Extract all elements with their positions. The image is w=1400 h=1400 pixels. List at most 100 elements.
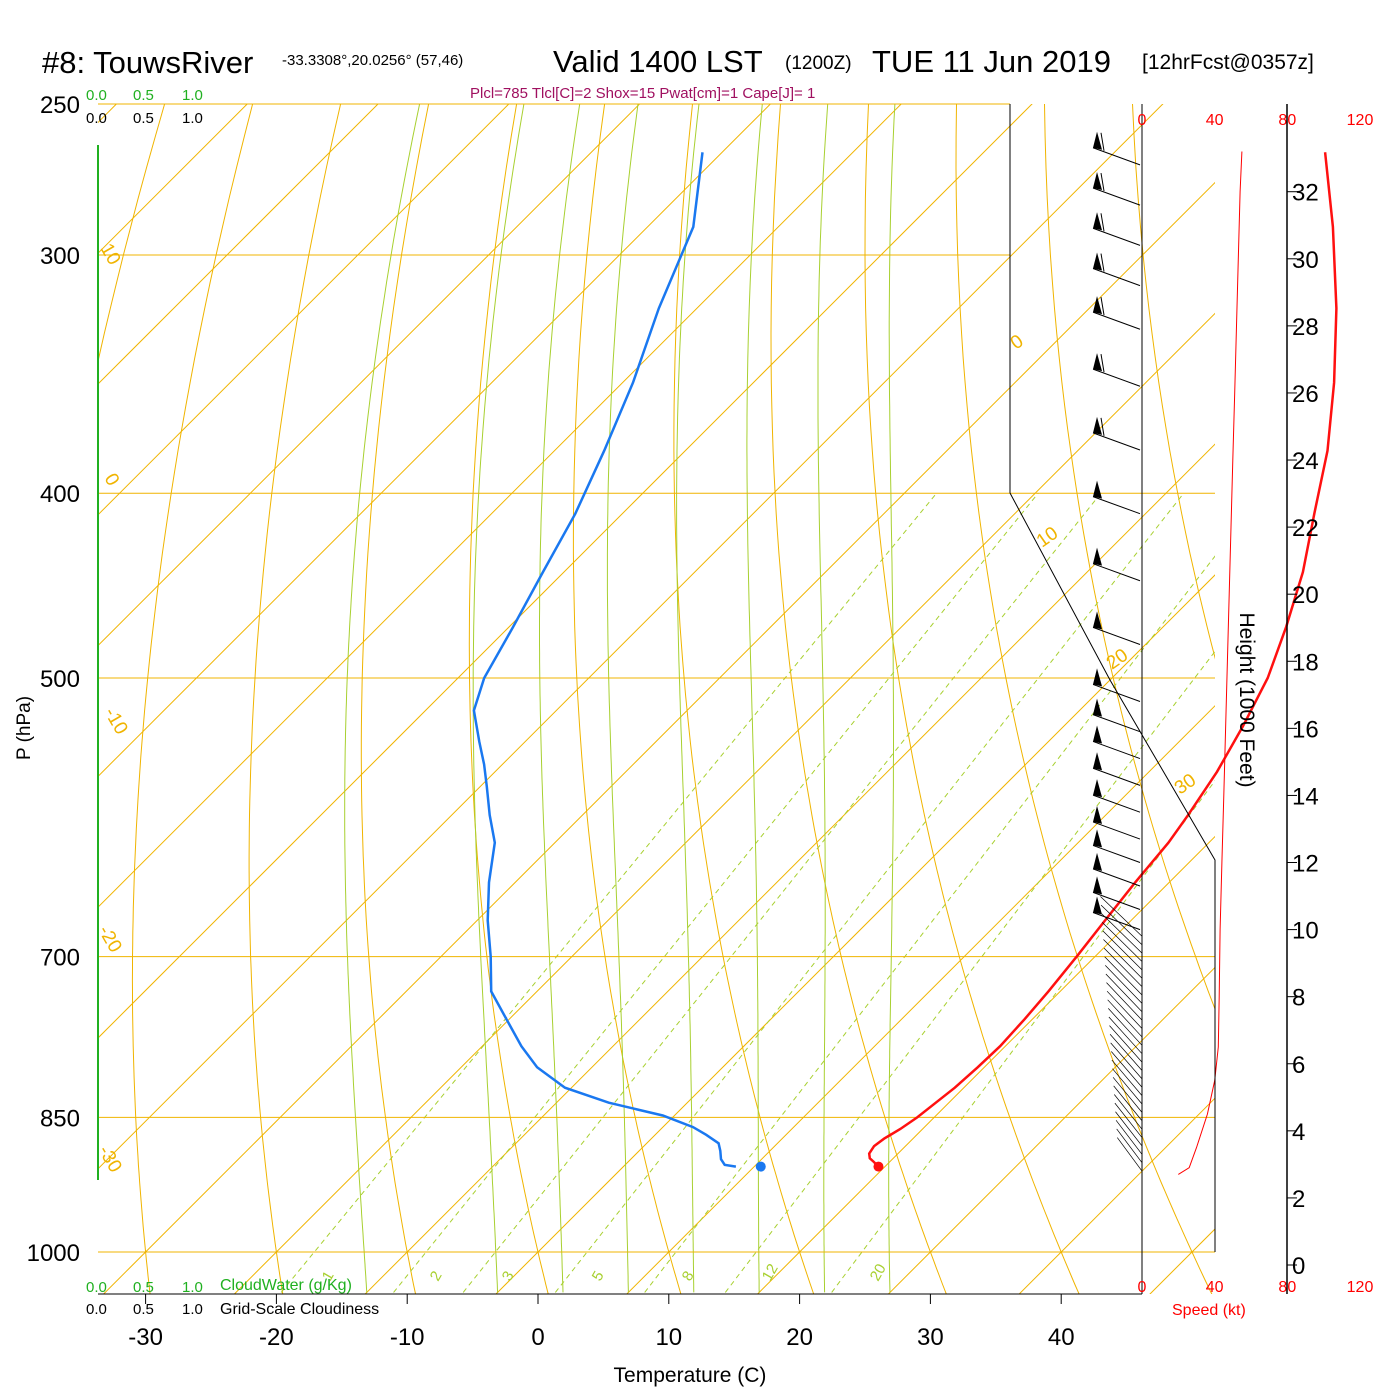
height-tick-label: 14 <box>1292 783 1319 810</box>
cloud-top-black-0: 0.0 <box>86 110 107 127</box>
wind-barb-staff <box>1092 563 1141 582</box>
wind-barb-staff <box>1109 1025 1143 1063</box>
wind-barb-staff <box>1109 1034 1143 1071</box>
zulu-time: (1200Z) <box>785 53 852 74</box>
isotherm <box>98 104 379 385</box>
wind-barb-flag <box>1093 480 1103 499</box>
surface-temperature-dot <box>873 1161 884 1172</box>
wind-barb-staff <box>1116 1137 1143 1172</box>
wind-barb-staff <box>1115 1120 1143 1155</box>
temperature-tick-label: 0 <box>531 1324 544 1351</box>
height-tick-label: 30 <box>1292 247 1319 274</box>
wind-barb-staff <box>1092 868 1141 887</box>
pressure-tick-label: 850 <box>40 1105 80 1132</box>
wind-barb <box>1092 416 1141 451</box>
adiabat-label: 20 <box>1103 645 1132 674</box>
wind-barb-staff <box>1115 1111 1143 1147</box>
background-grid <box>98 70 1400 1331</box>
cloud-top-green-1: 0.5 <box>133 87 154 104</box>
wind-barb <box>1092 353 1141 387</box>
height-tick-label: 26 <box>1292 381 1319 408</box>
wind-barb-staff <box>1113 1085 1143 1121</box>
wind-barb <box>1092 252 1141 287</box>
cloud-scale-top: 0.0 0.5 1.0 0.0 0.5 1.0 <box>86 87 203 127</box>
mixing-ratio-line <box>554 492 1185 1293</box>
wind-speed-tick-top: 0 <box>1138 112 1147 129</box>
wind-barb <box>1092 779 1141 813</box>
wind-barb-staff <box>1101 913 1143 954</box>
wind-barb-flag <box>1093 725 1103 744</box>
isotherm <box>887 966 1215 1294</box>
wind-barb-flag <box>1093 698 1103 717</box>
moist-adiabat <box>606 104 639 1293</box>
wind-barb-staff <box>1106 982 1143 1021</box>
temperature-tick-label: 30 <box>917 1324 944 1351</box>
moist-adiabat <box>746 104 763 1293</box>
height-tick-label: 10 <box>1292 918 1319 945</box>
wind-barb <box>1092 547 1141 582</box>
moist-adiabat <box>817 104 829 1293</box>
wind-barb-staff <box>1092 227 1141 246</box>
height-tick-label: 24 <box>1292 448 1319 475</box>
height-tick-label: 28 <box>1292 314 1319 341</box>
dry-adiabat <box>955 104 1213 1294</box>
mixing-ratio-line <box>644 555 1215 1293</box>
wind-barb-flag <box>1093 668 1103 687</box>
isotherm <box>364 443 1215 1294</box>
dry-adiabat <box>98 104 166 364</box>
wind-barb-feather <box>1100 354 1105 373</box>
wind-barb-staff <box>1102 922 1143 962</box>
wind-barb-feather <box>1100 132 1105 151</box>
dry-adiabat <box>360 104 430 1294</box>
wind-barb-staff <box>1116 1128 1143 1163</box>
dry-adiabat <box>248 104 342 1294</box>
wind-barb-staff <box>1114 1102 1143 1138</box>
station-coords: -33.3308°,20.0256° (57,46) <box>282 52 463 69</box>
temperature-tick-label: -10 <box>390 1324 425 1351</box>
isotherm <box>102 181 1215 1294</box>
wind-barb-feather <box>1100 417 1105 436</box>
dry-adiabat <box>1043 104 1215 1011</box>
wind-barb <box>1092 172 1141 206</box>
mixing-ratio-label: 12 <box>759 1261 782 1284</box>
wind-barb-staff <box>1092 767 1141 786</box>
height-tick-label: 0 <box>1292 1253 1305 1280</box>
wind-barb-flag <box>1093 353 1103 372</box>
cloud-scale-bottom: 0.0 0.5 1.0 CloudWater (g/Kg) 0.0 0.5 1.… <box>86 1277 379 1318</box>
wind-barb-staff <box>1092 368 1141 387</box>
y-axis-title: P (hPa) <box>14 696 35 760</box>
adiabat-label: 10 <box>1033 523 1062 552</box>
isotherm <box>756 835 1215 1294</box>
wind-barb-flag <box>1093 131 1103 150</box>
wind-barb <box>1092 611 1141 645</box>
height-tick-label: 18 <box>1292 649 1319 676</box>
dry-adiabat <box>131 104 254 1294</box>
pressure-tick-label: 1000 <box>27 1240 80 1267</box>
wind-barb <box>1092 896 1141 931</box>
mixing-ratio-line <box>831 780 1215 1293</box>
stability-indices: Plcl=785 Tlcl[C]=2 Shox=15 Pwat[cm]=1 Ca… <box>470 85 815 102</box>
dry-adiabat <box>1305 70 1400 1331</box>
wind-speed-tick-bottom: 40 <box>1206 1279 1224 1296</box>
moist-adiabat <box>539 104 581 1293</box>
wind-barb-flag <box>1093 752 1103 771</box>
pressure-tick-label: 250 <box>40 92 80 119</box>
dry-adiabat <box>864 104 1080 1294</box>
mixing-ratio-label: 3 <box>499 1268 518 1284</box>
valid-date: TUE 11 Jun 2019 <box>872 44 1111 79</box>
wind-speed-tick-top: 40 <box>1206 112 1224 129</box>
wind-barb <box>1092 805 1141 840</box>
wind-speed-tick-top: 120 <box>1347 112 1374 129</box>
mixing-ratio-line <box>462 492 1102 1293</box>
cloud-bottom-green-2: 1.0 <box>182 1279 203 1296</box>
isotherm <box>98 104 902 908</box>
wind-barb-feather <box>1100 297 1105 316</box>
dewpoint-line <box>472 152 737 1168</box>
wind-barb-feather <box>1100 172 1105 192</box>
wind-barb-feather <box>1100 253 1105 272</box>
mixing-ratio-line <box>393 492 1039 1293</box>
isotherm <box>98 104 772 778</box>
moist-adiabat <box>472 104 525 1293</box>
wind-barb-staff <box>1111 1059 1143 1096</box>
isotherm <box>98 104 1033 1039</box>
